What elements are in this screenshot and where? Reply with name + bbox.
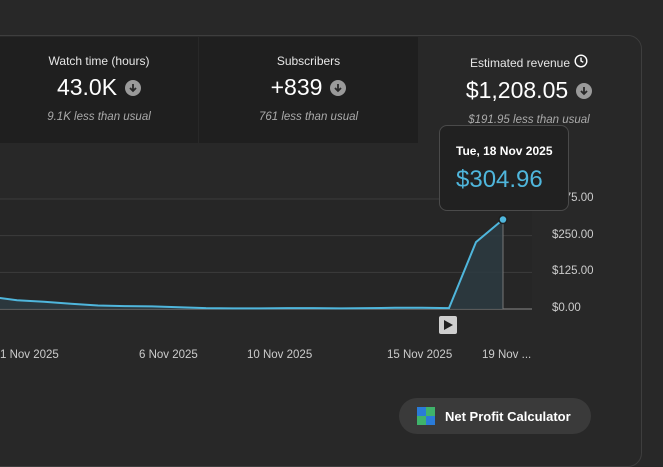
down-arrow-icon <box>576 82 593 99</box>
y-tick-label: $125.00 <box>552 265 594 278</box>
x-tick-label: 1 Nov 2025 <box>0 349 59 361</box>
revenue-chart[interactable] <box>0 0 663 447</box>
chart-tooltip: Tue, 18 Nov 2025 $304.96 <box>439 125 569 211</box>
y-tick-label: $0.00 <box>552 302 581 314</box>
metric-trend: $191.95 less than usual <box>468 114 590 126</box>
metric-watch-time[interactable]: Watch time (hours) 43.0K 9.1K less than … <box>0 37 198 143</box>
metric-trend: 9.1K less than usual <box>47 111 151 123</box>
metric-label: Estimated revenue <box>469 55 571 70</box>
down-arrow-icon <box>125 79 142 96</box>
metric-estimated-revenue[interactable]: Estimated revenue $1,208.05 $191.95 less… <box>419 37 639 143</box>
tooltip-date: Tue, 18 Nov 2025 <box>456 144 553 158</box>
metric-label: Subscribers <box>276 54 341 68</box>
x-tick-label: 19 Nov ... <box>482 349 532 361</box>
x-tick-label: 6 Nov 2025 <box>139 349 198 361</box>
x-tick-label: 10 Nov 2025 <box>247 349 313 361</box>
metric-value: +839 <box>270 74 323 100</box>
clock-icon[interactable] <box>574 54 588 71</box>
down-arrow-icon <box>330 79 347 96</box>
net-profit-calculator-label: Net Profit Calculator <box>445 408 571 424</box>
x-tick-label: 15 Nov 2025 <box>387 349 453 361</box>
metric-label: Watch time (hours) <box>48 54 150 68</box>
metric-value: $1,208.05 <box>465 77 569 103</box>
metric-subscribers[interactable]: Subscribers +839 761 less than usual <box>199 37 418 143</box>
net-profit-calculator-button[interactable]: Net Profit Calculator <box>399 398 591 434</box>
plot-background <box>0 199 532 309</box>
metric-value: 43.0K <box>56 74 118 100</box>
play-icon[interactable] <box>439 316 457 334</box>
net-profit-calculator-logo <box>417 407 435 425</box>
chart-series-line <box>0 218 504 310</box>
y-tick-label: $250.00 <box>552 228 594 241</box>
metric-trend: 761 less than usual <box>258 111 359 123</box>
tooltip-amount: $304.96 <box>456 166 543 193</box>
chart-hover-point[interactable] <box>498 214 508 225</box>
